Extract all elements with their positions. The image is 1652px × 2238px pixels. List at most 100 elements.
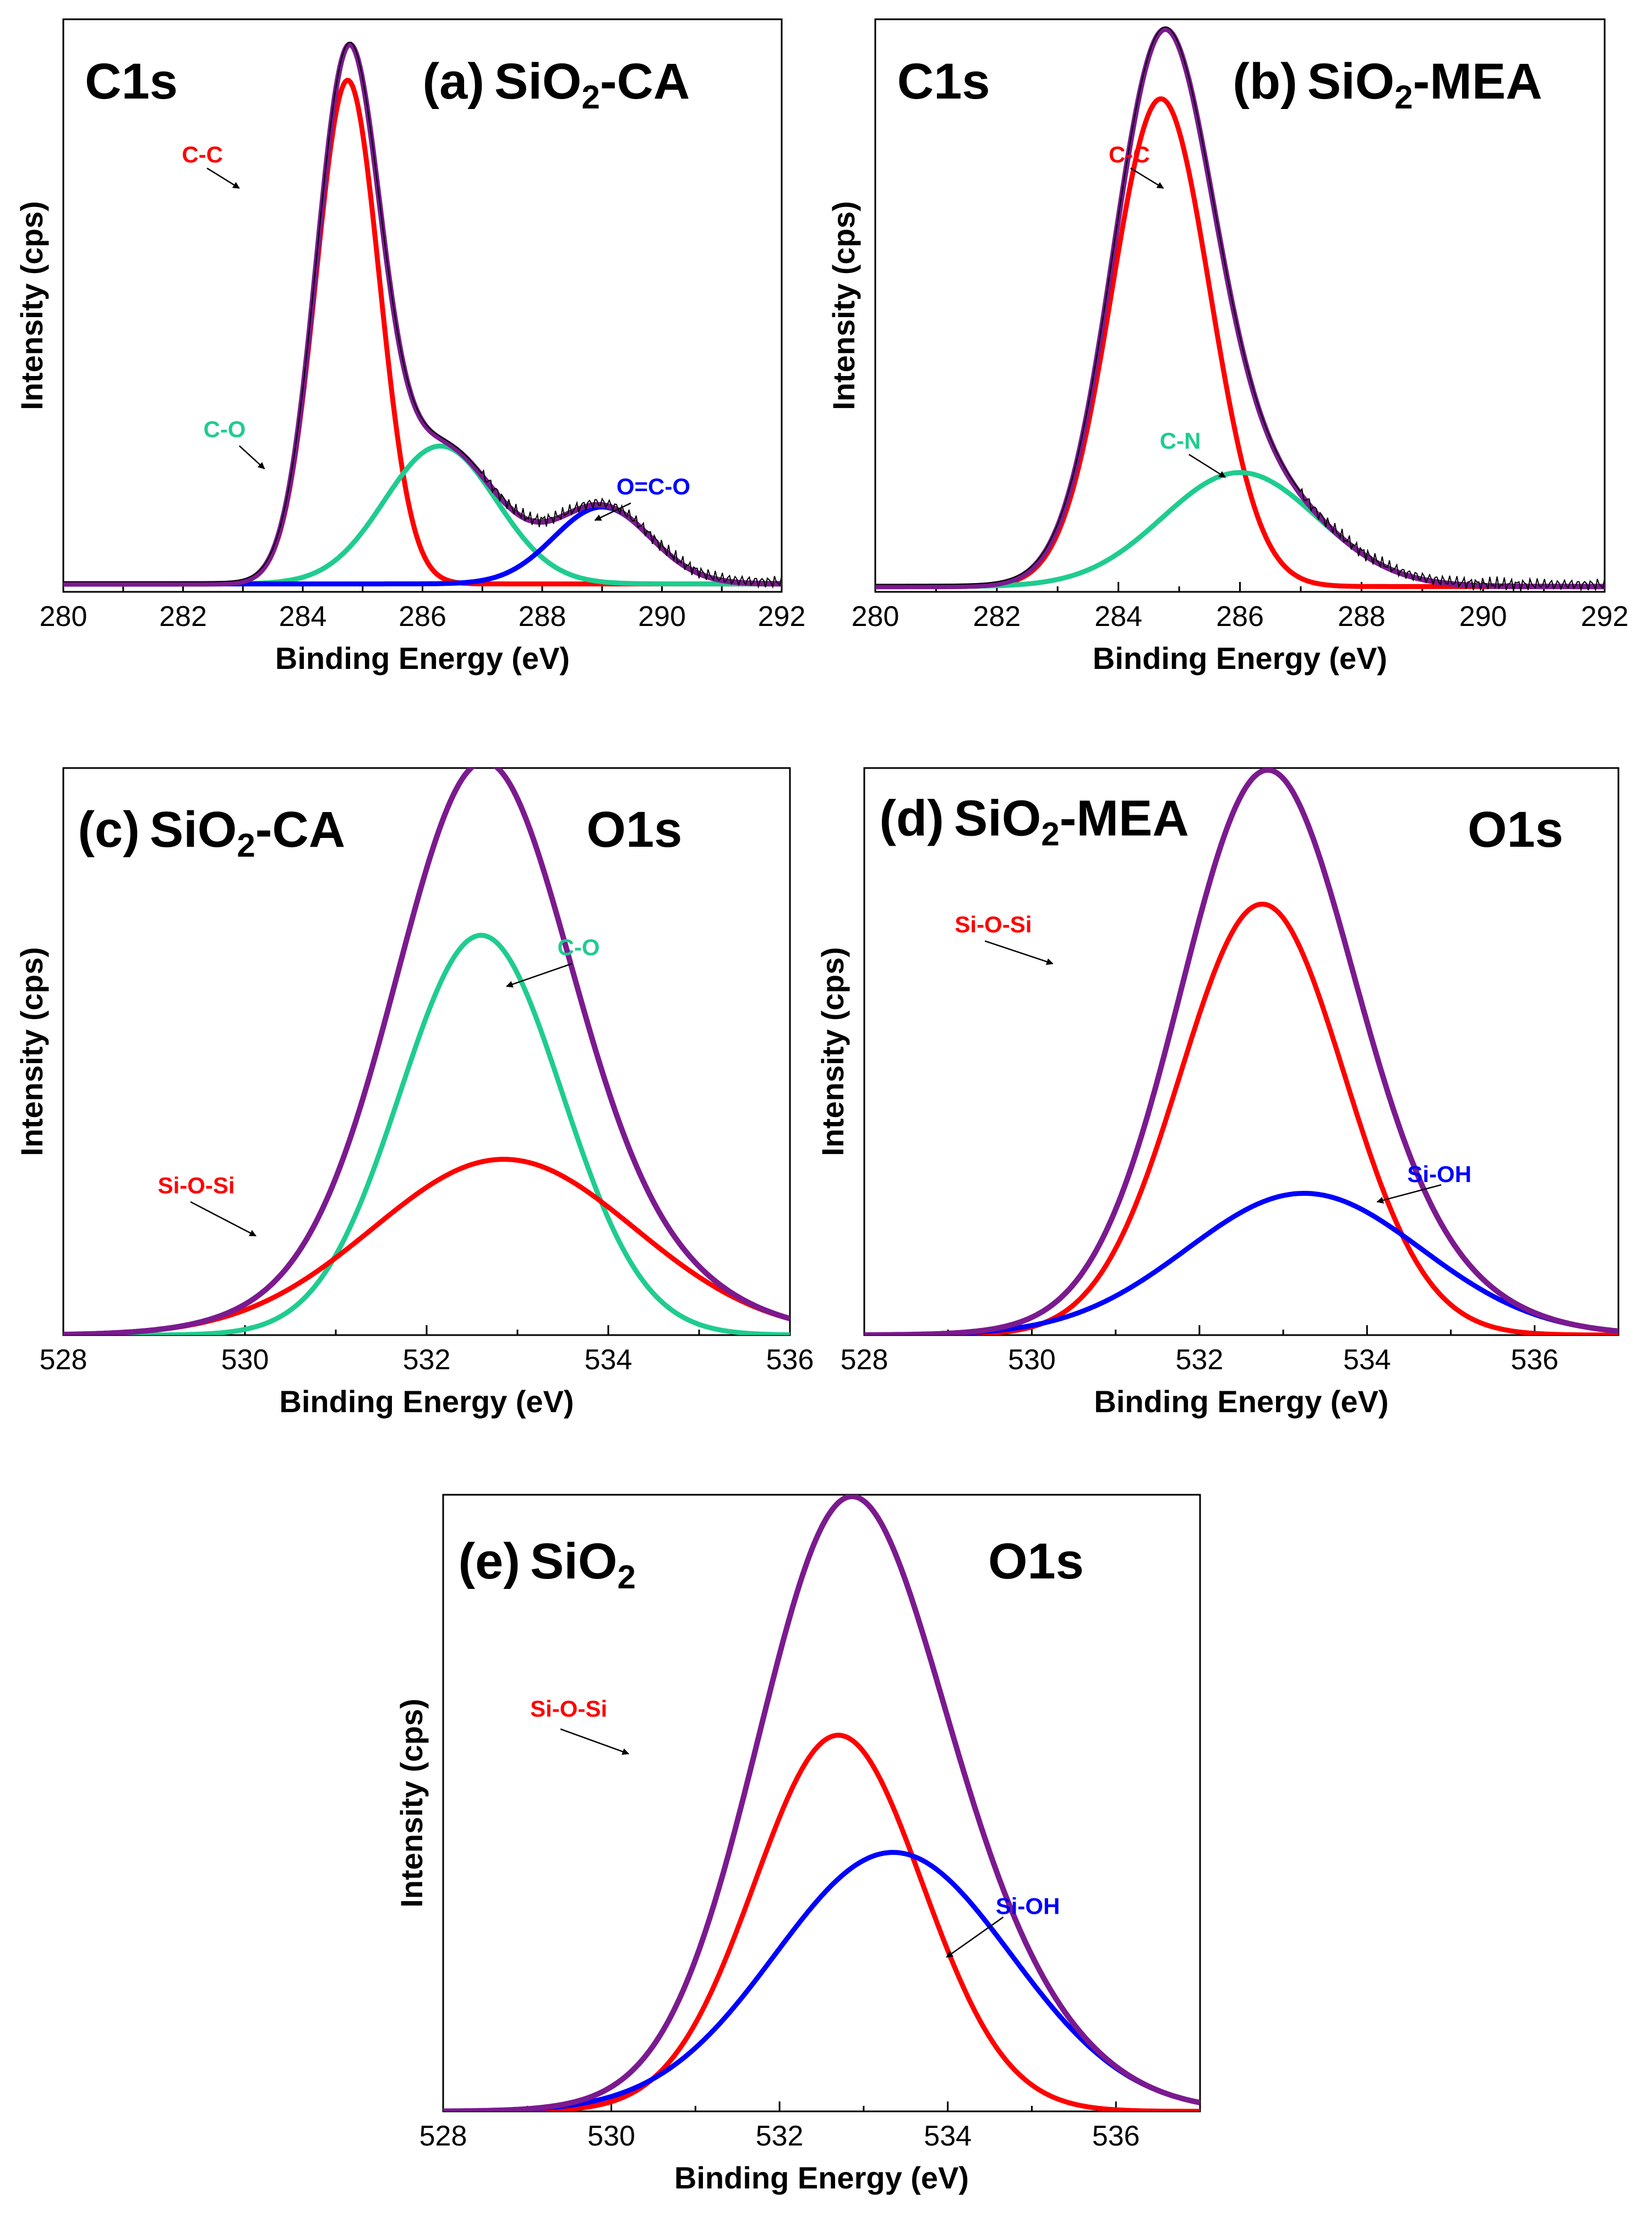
- panel-d: 528 530 532 534 536 Binding Energy (eV) Intens…: [815, 767, 1620, 1419]
- x-tick-label: 534: [924, 2120, 972, 2152]
- x-tick-label: 528: [40, 1344, 88, 1376]
- x-tick-label: 282: [159, 601, 207, 633]
- raw-data-curve: [875, 26, 1605, 592]
- envelope-curve: [63, 768, 790, 1335]
- raw-data-curve: [63, 41, 782, 589]
- peak-curve-c-o: [63, 443, 782, 587]
- x-tick-label: 532: [1176, 1344, 1224, 1376]
- panel-letter: (a): [423, 53, 484, 110]
- x-tick-label: 290: [638, 601, 686, 633]
- x-tick-label: 286: [1216, 601, 1264, 633]
- core-level-label: O1s: [586, 802, 682, 858]
- y-axis-title: Intensity (cps): [14, 201, 49, 410]
- annotation-arrow: [560, 1728, 630, 1755]
- x-tick-label: 284: [279, 601, 327, 633]
- envelope-curve: [875, 26, 1605, 590]
- peak-annotation-si-o-si: Si-O-Si: [955, 912, 1032, 938]
- x-axis-title: Binding Energy (eV): [674, 2160, 969, 2195]
- x-tick-label: 536: [766, 1344, 814, 1376]
- panel-letter: (d): [879, 790, 944, 846]
- curves: [875, 26, 1605, 592]
- y-axis-title: Intensity (cps): [14, 947, 49, 1156]
- x-axis-title: Binding Energy (eV): [275, 641, 570, 676]
- panel-subscript: 2: [617, 1559, 635, 1596]
- panel-title: (c) SiO2-CA: [78, 802, 345, 864]
- x-tick-label: 288: [1338, 601, 1386, 633]
- panel-suffix: -MEA: [1060, 790, 1189, 846]
- peak-annotation-si-oh: Si-OH: [996, 1893, 1060, 1919]
- panel-compound: SiO: [150, 802, 237, 858]
- y-axis-title: Intensity (cps): [394, 1698, 429, 1908]
- x-tick-label: 528: [419, 2120, 467, 2152]
- panel-compound: SiO: [1307, 53, 1394, 110]
- annotation-arrow: [594, 502, 631, 521]
- annotation-arrow: [206, 167, 240, 189]
- annotation-arrow: [1376, 1184, 1442, 1204]
- peak-annotation-c-c: C-C: [1109, 141, 1150, 167]
- panel-title: (b) SiO2-MEA: [1233, 53, 1542, 116]
- peak-curve-si-o-si: [864, 901, 1618, 1335]
- peak-annotation-c-o: C-O: [203, 416, 246, 442]
- x-tick-label: 280: [40, 601, 88, 633]
- panel-subscript: 2: [237, 827, 255, 864]
- panel-suffix: -CA: [255, 802, 346, 858]
- panel-title: (a) SiO2-CA: [423, 53, 690, 116]
- x-tick-label: 530: [221, 1344, 269, 1376]
- x-tick-label: 530: [587, 2120, 635, 2152]
- peak-curve-si-oh: [864, 1191, 1618, 1335]
- panel-compound: SiO: [494, 53, 581, 110]
- x-tick-label: 280: [852, 601, 899, 633]
- annotation-arrow: [984, 940, 1054, 965]
- x-tick-label: 532: [403, 1344, 451, 1376]
- peak-annotation-si-o-si: Si-O-Si: [158, 1173, 235, 1199]
- peak-annotation-c-c: C-C: [182, 141, 223, 167]
- peak-curve-c-o: [63, 933, 790, 1335]
- annotation-arrow: [238, 445, 265, 470]
- envelope-curve: [63, 41, 782, 587]
- x-axis-title: Binding Energy (eV): [1094, 1384, 1388, 1419]
- core-level-label: C1s: [897, 53, 990, 110]
- y-axis-title: Intensity (cps): [815, 947, 850, 1156]
- panel-subscript: 2: [1394, 79, 1413, 116]
- peak-annotation-o=c-o: O=C-O: [617, 473, 690, 499]
- y-axis-title: Intensity (cps): [826, 201, 861, 410]
- panel-letter: (b): [1233, 53, 1297, 110]
- peak-curve-si-o-si: [443, 1733, 1200, 2111]
- core-level-label: O1s: [1468, 802, 1563, 858]
- peak-annotation-si-oh: Si-OH: [1407, 1161, 1471, 1187]
- x-tick-label: 286: [399, 601, 446, 633]
- panel-suffix: -CA: [600, 53, 690, 110]
- panel-letter: (e): [459, 1533, 520, 1589]
- annotation-arrow: [1188, 454, 1226, 478]
- peak-annotation-c-o: C-O: [558, 934, 600, 960]
- x-tick-label: 534: [585, 1344, 633, 1376]
- peak-curve-c-c: [63, 78, 782, 587]
- panel-title: (d) SiO2-MEA: [879, 790, 1188, 852]
- peak-annotation-si-o-si: Si-O-Si: [530, 1696, 607, 1722]
- x-axis-ticks: 528 530 532 534 536: [841, 1325, 1558, 1376]
- panel-letter: (c): [78, 802, 139, 858]
- panel-suffix: -MEA: [1413, 53, 1542, 110]
- core-level-label: O1s: [988, 1533, 1084, 1589]
- x-axis-ticks: 280 282 284 286 288 290 292: [40, 582, 805, 633]
- annotation-arrow: [946, 1916, 1004, 1958]
- panel-compound: SiO: [954, 790, 1041, 846]
- peak-curve-o=c-o: [63, 504, 782, 587]
- x-axis-ticks: 280 282 284 286 288 290 292: [852, 582, 1628, 633]
- x-tick-label: 284: [1094, 601, 1142, 633]
- x-tick-label: 536: [1511, 1344, 1558, 1376]
- envelope-curve: [864, 768, 1618, 1335]
- core-level-label: C1s: [85, 53, 178, 110]
- panel-subscript: 2: [1041, 815, 1059, 852]
- annotation-arrow: [190, 1201, 257, 1237]
- x-axis-title: Binding Energy (eV): [1093, 641, 1387, 676]
- annotation-arrow: [1130, 167, 1164, 189]
- x-tick-label: 536: [1092, 2120, 1140, 2152]
- x-tick-label: 288: [519, 601, 566, 633]
- panel-subscript: 2: [581, 79, 599, 116]
- curves: [63, 768, 790, 1335]
- x-axis-title: Binding Energy (eV): [279, 1384, 574, 1419]
- peak-curve-si-oh: [443, 1850, 1200, 2111]
- plot-frame: [442, 1494, 1201, 2112]
